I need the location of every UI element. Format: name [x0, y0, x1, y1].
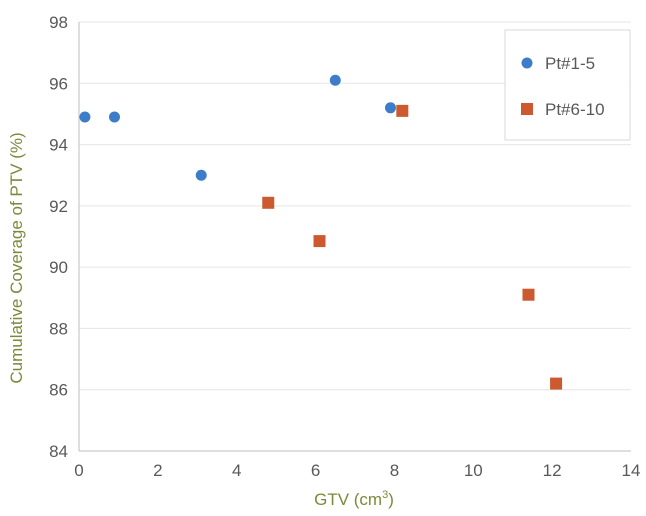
data-point-series-2 [262, 196, 275, 209]
x-axis-title: GTV (cm3) [314, 489, 394, 509]
y-tick-label: 88 [49, 319, 68, 338]
x-tick-label: 14 [622, 461, 641, 480]
x-tick-label: 0 [74, 461, 83, 480]
x-tick-label: 4 [232, 461, 241, 480]
legend-box [504, 29, 631, 141]
x-tick-labels: 0 2 4 6 8 10 12 14 [74, 461, 640, 480]
y-tick-label: 84 [49, 442, 68, 461]
x-axis-title-end: ) [388, 490, 394, 509]
y-tick-labels: 84 86 88 90 92 94 96 98 [49, 13, 68, 461]
legend: Pt#1-5 Pt#6-10 [504, 29, 631, 141]
x-tick-label: 8 [390, 461, 399, 480]
x-tick-label: 6 [311, 461, 320, 480]
data-point-series-1 [384, 102, 396, 114]
data-point-series-1 [79, 111, 91, 123]
data-point-series-1 [329, 74, 341, 86]
gridlines [79, 21, 631, 391]
data-point-series-2 [550, 377, 563, 390]
legend-marker-pt6-10 [521, 103, 533, 115]
y-axis-title: Cumulative Coverage of PTV (%) [7, 132, 26, 383]
x-tick-label: 2 [153, 461, 162, 480]
legend-label-pt6-10: Pt#6-10 [545, 100, 605, 119]
data-point-series-1 [195, 169, 207, 181]
data-point-series-2 [522, 288, 535, 301]
y-tick-label: 96 [49, 74, 68, 93]
y-tick-label: 86 [49, 381, 68, 400]
x-axis-title-sup: 3 [382, 489, 388, 501]
data-point-series-1 [108, 111, 120, 123]
data-point-series-2 [313, 235, 326, 248]
legend-label-pt1-5: Pt#1-5 [545, 54, 595, 73]
y-tick-label: 94 [49, 136, 68, 155]
y-tick-label: 98 [49, 13, 68, 32]
x-tick-label: 10 [464, 461, 483, 480]
x-axis-title-main: GTV (cm [314, 490, 382, 509]
legend-marker-pt1-5 [521, 57, 533, 69]
y-tick-label: 90 [49, 258, 68, 277]
y-tick-label: 92 [49, 197, 68, 216]
x-tick-label: 12 [543, 461, 562, 480]
data-point-series-2 [396, 104, 409, 117]
data-points [79, 74, 563, 390]
